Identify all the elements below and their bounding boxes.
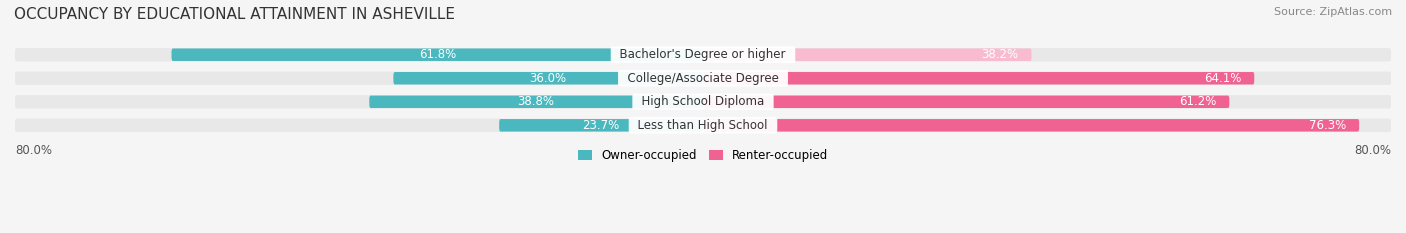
Text: 38.8%: 38.8%	[517, 95, 554, 108]
Text: Less than High School: Less than High School	[630, 119, 776, 132]
FancyBboxPatch shape	[15, 95, 703, 109]
Text: 76.3%: 76.3%	[1309, 119, 1347, 132]
Text: 80.0%: 80.0%	[1354, 144, 1391, 157]
FancyBboxPatch shape	[499, 119, 703, 132]
FancyBboxPatch shape	[703, 95, 1391, 109]
FancyBboxPatch shape	[703, 119, 1360, 132]
FancyBboxPatch shape	[703, 72, 1254, 85]
FancyBboxPatch shape	[15, 48, 703, 62]
FancyBboxPatch shape	[15, 119, 703, 132]
Text: College/Associate Degree: College/Associate Degree	[620, 72, 786, 85]
FancyBboxPatch shape	[703, 48, 1032, 61]
FancyBboxPatch shape	[703, 48, 1391, 62]
FancyBboxPatch shape	[172, 48, 703, 61]
FancyBboxPatch shape	[703, 119, 1391, 132]
Legend: Owner-occupied, Renter-occupied: Owner-occupied, Renter-occupied	[572, 144, 834, 167]
Text: OCCUPANCY BY EDUCATIONAL ATTAINMENT IN ASHEVILLE: OCCUPANCY BY EDUCATIONAL ATTAINMENT IN A…	[14, 7, 456, 22]
Text: 38.2%: 38.2%	[981, 48, 1018, 61]
Text: Source: ZipAtlas.com: Source: ZipAtlas.com	[1274, 7, 1392, 17]
Text: 61.2%: 61.2%	[1180, 95, 1216, 108]
Text: 64.1%: 64.1%	[1204, 72, 1241, 85]
FancyBboxPatch shape	[703, 96, 1229, 108]
Text: Bachelor's Degree or higher: Bachelor's Degree or higher	[613, 48, 793, 61]
FancyBboxPatch shape	[15, 72, 703, 85]
FancyBboxPatch shape	[370, 96, 703, 108]
Text: High School Diploma: High School Diploma	[634, 95, 772, 108]
Text: 61.8%: 61.8%	[419, 48, 456, 61]
FancyBboxPatch shape	[394, 72, 703, 85]
Text: 23.7%: 23.7%	[582, 119, 620, 132]
Text: 36.0%: 36.0%	[530, 72, 567, 85]
Text: 80.0%: 80.0%	[15, 144, 52, 157]
FancyBboxPatch shape	[703, 72, 1391, 85]
